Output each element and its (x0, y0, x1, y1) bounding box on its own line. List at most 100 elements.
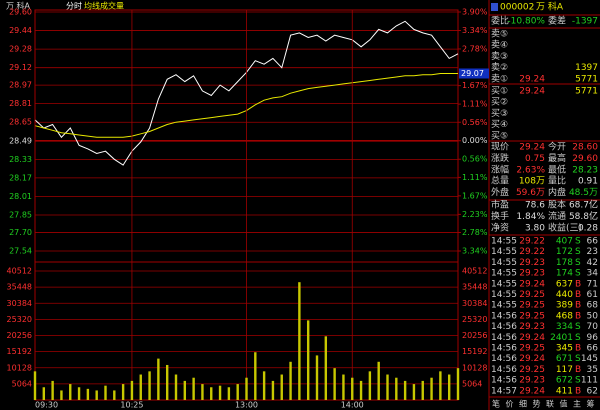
trade-count: 71 (587, 279, 598, 289)
volume-bar (69, 384, 72, 400)
trade-volume: 407 (556, 237, 573, 247)
volume-bar (359, 380, 363, 400)
legend-volume: 成交量 (100, 1, 124, 11)
y2-tick-label: 1.11% (462, 173, 488, 182)
stat-value: 68.7亿 (569, 199, 598, 211)
volume-bar (403, 380, 407, 400)
trade-side: S (575, 333, 581, 343)
volume-bar (157, 358, 160, 400)
volume-bar (368, 371, 372, 400)
trade-time: 14:55 (491, 301, 517, 311)
stat-label: 收益(三) (548, 221, 582, 233)
volume-bar (324, 336, 328, 400)
y-tick-label: 5064 (12, 379, 32, 388)
panel-tab[interactable]: 势 (533, 399, 541, 409)
stat-label: 涨幅 (491, 163, 509, 175)
trade-price: 29.24 (519, 279, 545, 289)
y-tick-label: 28.49 (9, 136, 32, 145)
stat-label: 最低 (548, 163, 566, 175)
volume-bar (165, 364, 169, 400)
book-label: 卖⑤ (491, 29, 508, 40)
volume-bar (95, 390, 98, 400)
y-tick-label: 28.01 (9, 192, 32, 201)
panel-tab[interactable]: 价 (506, 400, 514, 409)
stat-label: 市盈 (491, 199, 509, 211)
panel-tab[interactable]: 主 (573, 399, 581, 409)
volume-bar (245, 377, 248, 400)
stat-label: 换手 (491, 210, 509, 222)
y-tick-label: 28.65 (9, 118, 32, 127)
stat-value: 0.28 (578, 223, 598, 233)
trade-volume: 671 (556, 354, 573, 364)
trade-side: S (575, 237, 581, 247)
book-label: 卖③ (491, 51, 508, 62)
volume-bar (298, 282, 301, 400)
volume-bar (351, 377, 354, 400)
x-tick-label: 13:00 (235, 401, 258, 410)
y2-tick-label: 3.34% (462, 247, 488, 256)
panel-tab[interactable]: 细 (519, 399, 527, 409)
trade-price: 29.24 (519, 333, 545, 343)
trade-price: 29.23 (519, 258, 545, 268)
volume-bar (386, 374, 389, 400)
volume-bar (113, 390, 116, 400)
trade-volume: 117 (556, 365, 573, 375)
trade-side: S (575, 247, 581, 257)
trade-time: 14:55 (491, 269, 517, 279)
y-tick-label: 30384 (7, 299, 32, 308)
trade-side: B (575, 365, 581, 375)
y-tick-label: 20256 (7, 331, 32, 340)
trade-time: 14:56 (491, 344, 517, 354)
trade-volume: 345 (556, 344, 573, 354)
code-icon (491, 3, 498, 11)
x-tick-label: 14:00 (341, 401, 364, 410)
panel-tab[interactable]: 筹 (587, 399, 595, 409)
book-label: 买② (491, 97, 508, 108)
volume-bar (201, 384, 204, 400)
volume-bar (262, 371, 266, 400)
y-tick-label: 35448 (7, 283, 32, 292)
y-tick-label-right: 10128 (462, 363, 487, 372)
y-tick-label-right: 20256 (462, 331, 487, 340)
panel-tab[interactable]: 联 (546, 400, 554, 409)
trade-volume: 334 (556, 322, 573, 332)
volume-bar (86, 388, 90, 400)
y-tick-label-right: 30384 (462, 299, 487, 308)
trade-side: B (575, 344, 581, 354)
book-label: 卖② (491, 62, 508, 73)
volume-bar (139, 374, 142, 400)
book-label: 买③ (491, 108, 508, 119)
volume-bar (271, 380, 275, 400)
value: -1397 (572, 17, 598, 27)
book-price: 29.24 (519, 87, 545, 97)
y-tick-label-right: 15192 (462, 347, 487, 356)
trade-time: 14:55 (491, 290, 517, 300)
trade-side: S (575, 258, 581, 268)
trade-count: 68 (587, 301, 599, 311)
stat-value: 28.23 (572, 165, 598, 175)
trade-time: 14:56 (491, 333, 517, 343)
y-tick-label-right: 25320 (462, 315, 487, 324)
volume-bar (183, 380, 187, 400)
stat-label: 流通 (548, 210, 566, 222)
trade-price: 29.24 (519, 354, 545, 364)
book-price: 29.24 (519, 74, 545, 84)
trade-count: 61 (587, 290, 598, 300)
trade-volume: 178 (556, 258, 573, 268)
panel-tab[interactable]: 笔 (492, 399, 500, 409)
y-tick-label: 29.44 (9, 26, 32, 35)
volume-bar (104, 385, 107, 400)
volume-bar (254, 352, 257, 400)
volume-bar (456, 368, 460, 400)
stat-label: 现价 (491, 142, 509, 153)
top-bar: 万 科A 分时 均线 成交量 (6, 1, 124, 11)
trade-side: B (575, 279, 581, 289)
trade-time: 14:56 (491, 322, 517, 332)
volume-bar (333, 368, 336, 400)
panel-tab[interactable]: 值 (560, 399, 568, 409)
stat-label: 外盘 (491, 186, 509, 198)
trade-time: 14:56 (491, 354, 517, 364)
trade-count: 145 (581, 354, 598, 364)
volume-bar (439, 371, 442, 400)
